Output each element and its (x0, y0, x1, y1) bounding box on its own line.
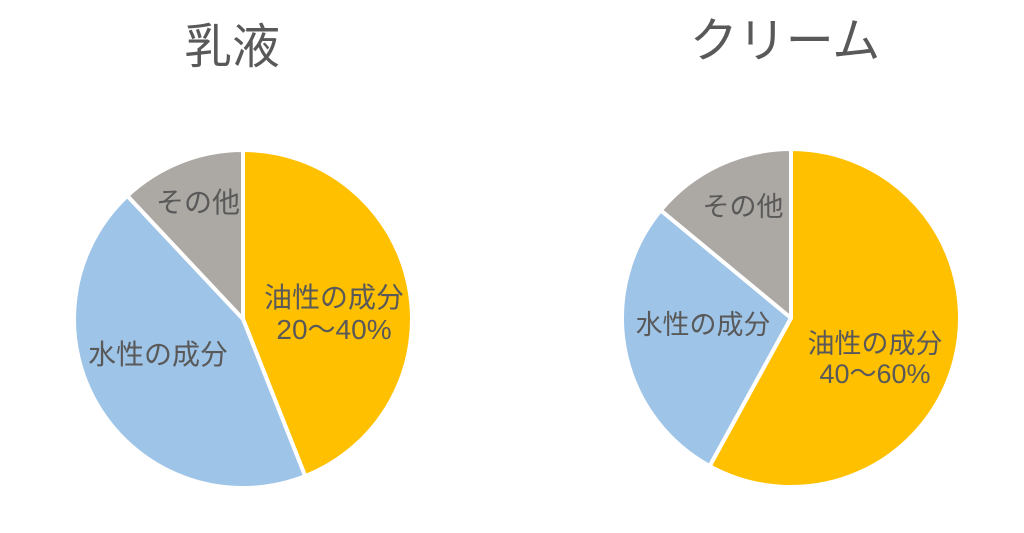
pie-slice-other-component (125, 148, 245, 321)
pie-slice-oily-component (707, 147, 962, 489)
slice-label-oily-component: 油性の成分 40〜60% (808, 329, 943, 389)
cream-pie: 油性の成分 40〜60% 水性の成分 その他 (619, 147, 962, 489)
pie-slice-oily-component (241, 148, 414, 479)
cream-chart-title: クリーム (689, 15, 881, 68)
emulsion-pie-chart: 乳液 油性の成分 20〜40% 水性の成分 その他 (71, 21, 414, 490)
cream-pie-chart: クリーム 油性の成分 40〜60% 水性の成分 その他 (512, 0, 1024, 533)
slice-label-other-component: その他 (156, 187, 240, 218)
pie-slice-other-component (658, 147, 793, 320)
emulsion-chart-title: 乳液 (183, 21, 280, 74)
slice-label-aqueous-component: 水性の成分 (88, 339, 228, 370)
slice-label-oily-component: 油性の成分 20〜40% (264, 282, 404, 345)
pie-slice-aqueous-component (619, 208, 793, 469)
slice-label-aqueous-component: 水性の成分 (636, 310, 771, 340)
pie-slice-aqueous-component (71, 193, 308, 490)
slice-label-other-component: その他 (703, 192, 784, 222)
emulsion-pie: 油性の成分 20〜40% 水性の成分 その他 (71, 148, 414, 490)
